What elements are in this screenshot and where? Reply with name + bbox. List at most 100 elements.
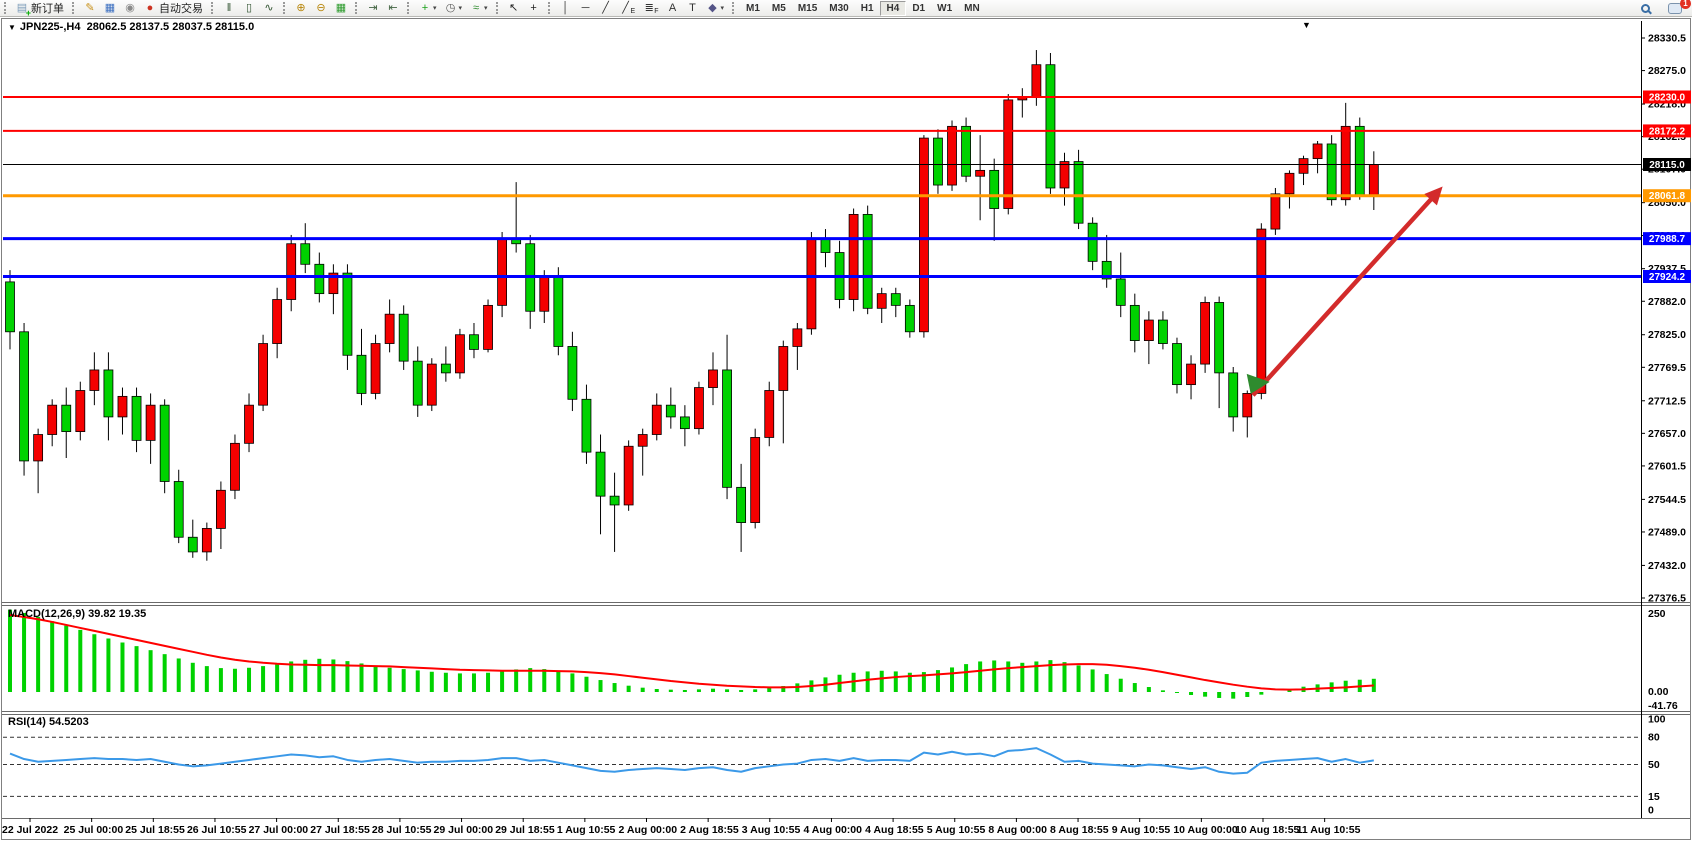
candle-down <box>1115 278 1126 306</box>
label-button[interactable]: T <box>683 1 703 16</box>
periods-button[interactable]: ◷ ▾ <box>441 1 467 16</box>
candle-down <box>314 263 325 295</box>
vertical-line-button[interactable]: │ <box>556 1 576 16</box>
timeframe-button-m30[interactable]: M30 <box>829 2 849 14</box>
macd-axis-label: 250 <box>1648 608 1666 620</box>
tile-windows-button[interactable]: ▦ <box>331 1 351 16</box>
chart-menu-icon[interactable]: ▼ <box>1302 20 1311 30</box>
time-axis-label: 25 Jul 00:00 <box>64 824 124 836</box>
marker-button[interactable]: ✎ <box>80 1 100 16</box>
trendline-button[interactable]: ╱ <box>596 1 616 16</box>
market-watch-icon: ▦ <box>104 1 116 14</box>
dropdown-arrow-icon: ▾ <box>484 5 488 12</box>
main-chart-pane[interactable] <box>3 21 1641 602</box>
text-button[interactable]: A <box>663 1 683 16</box>
candle-up <box>1143 319 1154 341</box>
candle-down <box>1129 304 1140 341</box>
chart-shift-button[interactable]: ⇤ <box>383 1 403 16</box>
clock-icon: ◷ <box>445 1 456 14</box>
candle-down <box>131 395 142 441</box>
candle-up <box>1368 164 1379 196</box>
candle-up <box>328 272 339 295</box>
crosshair-button[interactable]: + <box>524 1 544 16</box>
plus-badge-icon: + <box>25 7 31 18</box>
chart-line-button[interactable]: ∿ <box>259 1 279 16</box>
pane-resize-handle[interactable] <box>0 602 1692 607</box>
candle-up <box>694 387 704 430</box>
candle-up <box>623 445 634 506</box>
chart-title: ▼ JPN225-,H4 28062.5 28137.5 28037.5 2811… <box>8 21 254 33</box>
channel-button[interactable]: ╱ E <box>616 1 640 16</box>
trend-arrow-head-icon <box>1424 186 1443 206</box>
shapes-button[interactable]: ◆ ▾ <box>703 1 729 16</box>
candle-up <box>1256 228 1267 394</box>
macd-signal-line <box>9 613 1374 691</box>
search-button[interactable] <box>1637 1 1654 16</box>
auto-scroll-button[interactable]: ⇥ <box>363 1 383 16</box>
candle-up <box>1031 64 1042 98</box>
chart-ohlc-values: 28062.5 28137.5 28037.5 28115.0 <box>86 21 255 33</box>
price-axis-label: 27657.0 <box>1648 428 1686 440</box>
channel-icon: ╱ <box>622 1 629 14</box>
new-order-button[interactable]: ▤ + 新订单 <box>12 1 68 18</box>
chart-candles-button[interactable]: ▯ <box>239 1 259 16</box>
auto-trading-icon: ● <box>146 1 154 14</box>
timeframe-button-mn[interactable]: MN <box>964 2 980 14</box>
timeframe-button-m15[interactable]: M15 <box>797 2 818 14</box>
tile-windows-icon: ▦ <box>335 1 347 14</box>
time-axis-label: 25 Jul 18:55 <box>125 824 185 836</box>
price-level-tag <box>1643 124 1691 138</box>
candle-up <box>75 390 86 432</box>
candle-down <box>989 169 1000 209</box>
toolbar-buttons: ▤ + 新订单 ✎ ▦ ◉ ● 自动交易 ‖ ▯ ∿ ⊕ ⊖ ▦ ⇥ ⇤ + ▾ ◷ ▾ ≈ ▾ ↖ + │ ─ ╱ ╱ E ≣ F A T ◆ ▾ <box>0 0 728 17</box>
timeframe-button-d1[interactable]: D1 <box>912 2 926 14</box>
swing-low-marker-icon[interactable] <box>1246 373 1270 394</box>
candle-down <box>412 360 423 406</box>
candle-down <box>1158 319 1168 344</box>
candle-up <box>848 213 859 300</box>
candle-up <box>764 390 775 438</box>
candle-down <box>1228 372 1239 418</box>
candle-up <box>778 346 789 391</box>
candle-up <box>230 442 240 491</box>
trend-arrow-line[interactable] <box>1251 193 1437 397</box>
chart-bars-button[interactable]: ‖ <box>219 1 239 16</box>
candle-down <box>300 243 311 265</box>
new-order-icon: ▤ + <box>16 1 31 18</box>
cursor-button[interactable]: ↖ <box>504 1 524 16</box>
candle-up <box>947 125 957 186</box>
candle-down <box>103 369 114 418</box>
time-axis-label: 8 Aug 18:55 <box>1050 824 1109 836</box>
candle-up <box>201 528 212 553</box>
signal-button[interactable]: ◉ <box>120 1 140 16</box>
timeframe-button-h1[interactable]: H1 <box>860 2 874 14</box>
rsi-pane[interactable] <box>3 714 1641 818</box>
candle-up <box>384 313 395 344</box>
timeframe-button-h4[interactable]: H4 <box>879 0 907 16</box>
candle-down <box>1172 343 1182 386</box>
candle-down <box>736 486 747 523</box>
timeframe-button-m5[interactable]: M5 <box>771 2 786 14</box>
zoom-in-button[interactable]: ⊕ <box>291 1 311 16</box>
zoom-out-button[interactable]: ⊖ <box>311 1 331 16</box>
timeframe-button-m1[interactable]: M1 <box>746 2 760 14</box>
price-level-tag-label: 28061.8 <box>1649 191 1686 202</box>
price-axis-label: 27769.5 <box>1648 362 1686 374</box>
templates-button[interactable]: ≈ ▾ <box>466 1 492 16</box>
auto-trading-button[interactable]: ● 自动交易 <box>140 1 207 16</box>
timeframe-button-w1[interactable]: W1 <box>937 2 953 14</box>
pane-resize-handle[interactable] <box>0 710 1692 715</box>
macd-pane[interactable] <box>3 606 1641 711</box>
price-level-tag <box>1643 189 1691 203</box>
chart-canvas[interactable]: 28330.528275.028218.028162.528107.028050… <box>0 17 1692 841</box>
market-watch-button[interactable]: ▦ <box>100 1 120 16</box>
candle-up <box>272 299 283 344</box>
indicators-button[interactable]: + ▾ <box>415 1 441 16</box>
notifications-button[interactable]: 1 <box>1664 0 1691 16</box>
candle-up <box>975 169 986 177</box>
toolbar-grip <box>547 2 553 14</box>
time-axis-label: 28 Jul 10:55 <box>372 824 432 836</box>
candle-down <box>679 416 690 430</box>
horizontal-line-button[interactable]: ─ <box>576 1 596 16</box>
fibonacci-button[interactable]: ≣ F <box>639 1 662 16</box>
